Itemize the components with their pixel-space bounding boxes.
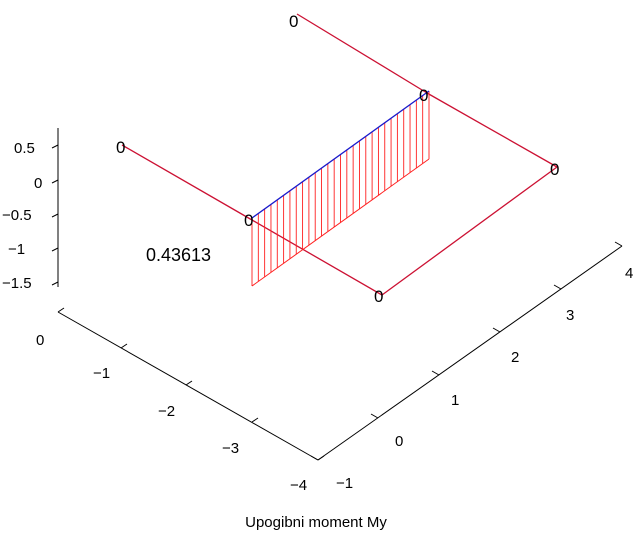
z-tick-label-1: 0.5 (14, 140, 35, 157)
x-axis-line (317, 245, 623, 461)
tick-marks (51, 144, 623, 461)
y-tick-label-5: −4 (290, 477, 307, 494)
z-tick-label-3: −0.5 (2, 207, 32, 224)
x-tick-label-4: 2 (511, 349, 519, 366)
y-tick-4 (251, 417, 259, 423)
x-tick-6 (614, 241, 623, 247)
z-tick-1 (51, 144, 59, 149)
moment-diagram (251, 90, 430, 287)
z-tick-2 (51, 179, 59, 184)
diagram-bottom-edge (251, 158, 430, 287)
x-tick-4 (492, 327, 501, 333)
structure-frame (121, 13, 558, 296)
z-tick-4 (51, 247, 59, 252)
z-tick-5 (51, 281, 59, 286)
x-tick-3 (431, 370, 440, 376)
diagram-top-edge (251, 90, 430, 219)
frame-beam-5 (381, 166, 558, 296)
x-tick-1 (310, 455, 319, 461)
y-axis-line (57, 311, 319, 461)
z-tick-label-5: −1.5 (2, 275, 32, 292)
node-label-3: 0 (116, 138, 125, 157)
node-label-6: 0 (374, 287, 383, 306)
x-tick-label-5: 3 (566, 307, 574, 324)
frame-beam-3 (121, 144, 253, 221)
y-tick-label-3: −2 (158, 403, 175, 420)
moment-value-label: 0.43613 (146, 245, 211, 265)
x-axis-title: Upogibni moment My (245, 514, 387, 531)
x-tick-label-3: 1 (451, 392, 459, 409)
frame-beam-2 (426, 92, 558, 168)
x-tick-5 (553, 284, 562, 290)
labels: 0.5 0 −0.5 −1 −1.5 0 −1 −2 −3 −4 −1 0 1 … (2, 12, 633, 531)
node-label-1: 0 (289, 12, 298, 31)
y-tick-1 (57, 307, 65, 313)
y-tick-3 (185, 380, 193, 386)
frame-beam-1 (296, 13, 428, 94)
y-tick-2 (120, 343, 128, 349)
z-tick-3 (51, 213, 59, 218)
x-tick-2 (370, 413, 379, 419)
z-tick-label-4: −1 (8, 241, 25, 258)
node-label-4: 0 (550, 160, 559, 179)
node-label-2: 0 (419, 86, 428, 105)
y-tick-label-1: 0 (36, 332, 44, 349)
z-tick-label-2: 0 (34, 175, 42, 192)
node-label-5: 0 (244, 211, 253, 230)
axes (57, 128, 623, 461)
y-tick-label-4: −3 (222, 440, 239, 457)
y-tick-label-2: −1 (93, 365, 110, 382)
x-tick-label-2: 0 (395, 433, 403, 450)
x-tick-label-6: 4 (625, 265, 633, 282)
y-tick-5 (317, 455, 325, 461)
x-tick-label-1: −1 (336, 475, 353, 492)
frame-beam-4 (251, 219, 383, 296)
